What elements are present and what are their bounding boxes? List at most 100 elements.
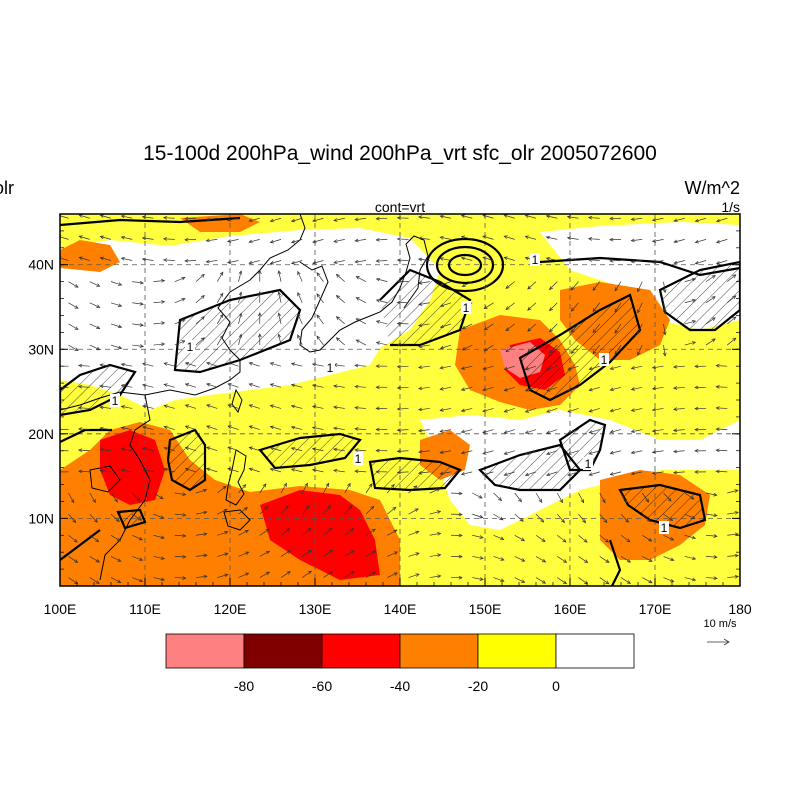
wind-vector <box>673 386 685 389</box>
wind-vector-head <box>478 495 483 499</box>
wind-vector <box>408 552 420 557</box>
wind-vector-head <box>503 409 508 413</box>
wind-vector <box>631 386 643 390</box>
wind-vector <box>132 344 144 347</box>
wind-vector <box>571 281 579 291</box>
wind-vector <box>588 217 600 219</box>
wind-vector-head <box>715 261 721 265</box>
wind-vector-head <box>694 260 699 265</box>
wind-vector <box>323 483 330 494</box>
wind-vector <box>705 492 717 496</box>
wind-vector-head <box>732 295 737 300</box>
wind-vector <box>259 528 270 536</box>
contour-label-bg <box>659 521 669 534</box>
wind-vector <box>68 302 79 309</box>
wind-vector-head <box>120 447 125 452</box>
wind-vector <box>652 471 664 474</box>
wind-vector-head <box>503 256 508 260</box>
wind-vector-head <box>297 292 301 297</box>
wind-vector-head <box>498 497 503 502</box>
wind-vector <box>355 449 367 452</box>
wind-vector-head <box>114 498 118 503</box>
wind-vector <box>614 344 622 355</box>
colorbar-label: -20 <box>468 678 488 694</box>
contour-label: 1 <box>355 452 362 466</box>
wind-vector <box>79 214 90 219</box>
wind-vector-head <box>715 469 720 474</box>
wind-vector <box>355 239 367 242</box>
wind-vector <box>705 275 716 282</box>
wind-vector <box>163 217 175 219</box>
wind-vector-head <box>393 572 398 576</box>
wind-vector <box>578 492 585 503</box>
wind-vector <box>132 534 143 541</box>
wind-vector-head <box>163 362 168 366</box>
colorbar-box <box>399 633 479 669</box>
wind-vector <box>527 323 537 332</box>
wind-vector <box>482 471 494 476</box>
wind-vector <box>270 260 282 264</box>
wind-vector <box>482 450 494 455</box>
wind-vector <box>142 384 154 388</box>
wind-vector <box>278 291 282 303</box>
wind-vector <box>78 386 90 388</box>
wind-vector <box>440 281 452 286</box>
wind-vector-head <box>439 450 444 455</box>
wind-vector-head <box>375 259 380 263</box>
wind-vector <box>514 556 525 562</box>
wind-vector-head <box>694 470 699 474</box>
wind-vector <box>673 471 685 474</box>
x-tick-label: 150E <box>469 601 502 617</box>
wind-vector-head <box>614 350 619 355</box>
wind-vector-head <box>74 347 79 352</box>
wind-vector-head <box>460 235 466 240</box>
wind-vector-head <box>120 362 125 367</box>
wind-vector-head <box>290 218 296 223</box>
wind-vector <box>652 408 664 411</box>
wind-vector-head <box>662 352 667 357</box>
contour-label: 1 <box>463 301 470 315</box>
wind-vector <box>484 281 494 288</box>
wind-vector <box>514 492 522 502</box>
wind-vector-head <box>690 495 695 500</box>
wind-vector-head <box>248 239 253 244</box>
wind-vector <box>440 450 452 454</box>
wind-vector <box>716 365 728 367</box>
wind-vector <box>588 259 600 261</box>
wind-vector-head <box>637 288 641 293</box>
wind-vector-head <box>548 349 553 354</box>
wind-vector-head <box>227 467 232 472</box>
wind-vector <box>418 429 430 432</box>
x-tick-label: 130E <box>299 601 332 617</box>
wind-vector <box>461 429 473 433</box>
wind-vector-head <box>277 270 282 275</box>
wind-vector <box>663 513 673 521</box>
wind-vector-head <box>396 279 401 284</box>
wind-vector-head <box>503 235 508 239</box>
wind-vector <box>174 277 186 282</box>
wind-vector <box>493 534 504 540</box>
wind-vector <box>376 217 388 220</box>
wind-vector <box>567 237 579 240</box>
wind-vector <box>355 260 367 263</box>
wind-vector <box>397 386 409 389</box>
wind-vector-head <box>669 536 675 541</box>
wind-vector <box>652 217 664 221</box>
wind-vector-head <box>461 346 466 351</box>
wind-vector <box>185 447 197 452</box>
wind-vector-head <box>520 537 525 542</box>
wind-vector-head <box>540 518 545 523</box>
wind-vector-head <box>711 338 716 343</box>
wind-vector-head <box>732 274 737 279</box>
wind-vector-head <box>439 365 444 370</box>
wind-vector-head <box>205 238 210 243</box>
wind-vector-head <box>418 323 423 327</box>
wind-vector <box>249 362 260 367</box>
wind-vector-head <box>163 467 168 472</box>
contour-label-bg <box>185 340 195 353</box>
wind-vector-head <box>713 555 718 559</box>
wind-vector-head <box>370 505 375 510</box>
wind-vector-head <box>265 550 271 555</box>
wind-vector-head <box>691 341 697 345</box>
wind-vector-head <box>77 363 83 368</box>
